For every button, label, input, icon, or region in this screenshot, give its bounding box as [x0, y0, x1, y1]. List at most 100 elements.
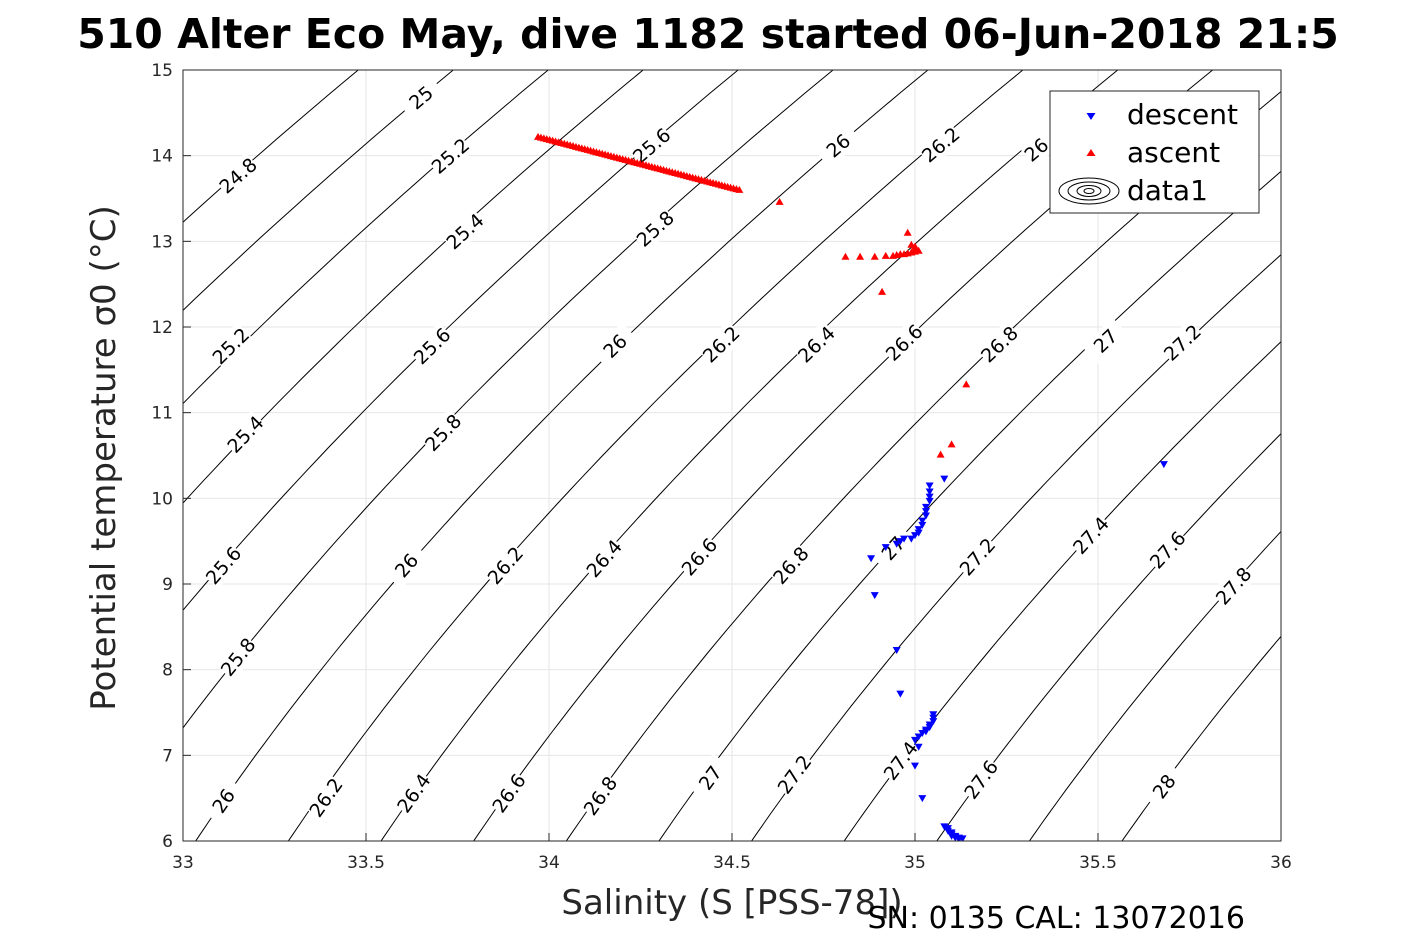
- isopycnal-line: [658, 170, 1281, 841]
- contour-label-background: [792, 320, 840, 368]
- isopycnal-line: [183, 70, 549, 405]
- contour-label-background: [1081, 317, 1129, 364]
- descent-point: [940, 475, 949, 483]
- contour-label-background: [767, 541, 814, 589]
- contour-label-background: [419, 408, 467, 456]
- descent-point: [947, 832, 956, 840]
- legend-descent-label: descent: [1127, 98, 1238, 131]
- x-tick-label: 36: [1270, 853, 1292, 873]
- descent-point: [921, 508, 930, 516]
- descent-point: [911, 762, 919, 770]
- contour-label-background: [954, 532, 1001, 581]
- descent-point: [914, 529, 923, 537]
- legend-descent-marker: [1086, 113, 1096, 120]
- descent-point: [925, 488, 934, 496]
- contour-label-background: [1158, 319, 1206, 366]
- ascent-point: [936, 450, 945, 458]
- x-tick-label: 33.5: [347, 853, 385, 873]
- x-tick-label: 34.5: [713, 853, 751, 873]
- isopycnal-line: [1121, 635, 1281, 841]
- descent-point: [914, 733, 923, 741]
- legend-box: [1049, 90, 1260, 214]
- descent-point: [896, 538, 905, 546]
- isopycnal-line: [750, 254, 1281, 841]
- descent-point: [1159, 461, 1168, 469]
- footer-serial-calibration: SN: 0135 CAL: 13072016: [867, 901, 1245, 936]
- descent-point: [921, 503, 930, 511]
- descent-point: [925, 482, 934, 490]
- descent-point: [900, 535, 909, 543]
- ascent-point: [903, 228, 912, 236]
- x-tick-label: 35: [904, 853, 926, 873]
- y-tick-label: 9: [162, 575, 173, 595]
- y-tick-label: 14: [151, 147, 173, 167]
- contour-label-background: [303, 773, 348, 822]
- contour-label-background: [391, 768, 436, 818]
- legend-ascent-label: ascent: [1127, 136, 1220, 169]
- descent-point: [914, 743, 923, 751]
- contour-label-background: [975, 320, 1023, 368]
- descent-point: [918, 795, 927, 803]
- contour-label-background: [426, 132, 474, 179]
- legend: descent ascent data1: [1049, 90, 1260, 214]
- contour-label-background: [878, 736, 923, 785]
- isopycnal-line: [183, 70, 739, 611]
- contour-label-background: [676, 532, 723, 581]
- legend-data1-label: data1: [1127, 174, 1208, 207]
- contour-label-background: [215, 632, 261, 681]
- isopycnal-line: [1028, 530, 1281, 841]
- contour-label-background: [580, 534, 627, 582]
- contour-label-background: [207, 322, 254, 370]
- legend-ascent-marker: [1086, 149, 1096, 156]
- x-tick-label: 34: [538, 853, 560, 873]
- data-points: [534, 132, 1168, 841]
- descent-point: [867, 555, 876, 563]
- contour-label-background: [397, 74, 445, 121]
- axis-ticks: 33 33.5 34 34.5 35 35.5 36 6 7 8 9 10 11 12 13 14 15: [151, 61, 1291, 873]
- contour-label-background: [1141, 762, 1187, 811]
- ascent-point: [907, 240, 916, 248]
- y-tick-label: 7: [162, 746, 173, 766]
- contour-label-background: [383, 541, 430, 589]
- ascent-point: [841, 252, 850, 260]
- isopycnal-line: [183, 70, 834, 729]
- descent-point: [911, 736, 919, 744]
- contour-label-background: [214, 152, 262, 199]
- ascent-point: [962, 380, 971, 388]
- chart-title: 510 Alter Eco May, dive 1182 started 06-…: [77, 10, 1339, 58]
- descent-point: [929, 711, 938, 719]
- ascent-point: [881, 251, 890, 259]
- contour-label-background: [201, 776, 246, 825]
- contour-label-background: [916, 121, 965, 168]
- contour-label-background: [958, 755, 1004, 804]
- contour-label-background: [772, 750, 817, 799]
- contour-label-background: [408, 322, 456, 370]
- y-tick-label: 13: [151, 232, 173, 252]
- descent-point: [896, 690, 905, 698]
- contour-label-background: [578, 771, 623, 820]
- descent-point: [925, 721, 934, 729]
- descent-point: [907, 535, 916, 543]
- isopycnal-line: [936, 432, 1281, 841]
- contour-label-background: [631, 205, 679, 252]
- contour-label-background: [591, 322, 639, 370]
- contour-label-background: [1144, 526, 1191, 574]
- descent-point: [921, 726, 930, 734]
- ascent-point: [947, 440, 956, 448]
- y-tick-label: 6: [162, 832, 173, 852]
- y-tick-label: 10: [151, 489, 173, 509]
- x-axis-label: Salinity (S [PSS-78]): [561, 883, 902, 923]
- descent-point: [870, 592, 879, 600]
- ascent-point: [775, 197, 784, 205]
- descent-point: [892, 540, 901, 548]
- contour-label-background: [200, 541, 247, 589]
- contour-label-background: [482, 541, 528, 589]
- y-tick-label: 15: [151, 61, 173, 81]
- contour-label-background: [486, 768, 531, 818]
- y-tick-label: 11: [151, 404, 173, 424]
- y-axis-label: Potential temperature σ0 (°C): [84, 205, 124, 711]
- contour-label-background: [880, 319, 928, 366]
- ascent-point: [870, 252, 879, 260]
